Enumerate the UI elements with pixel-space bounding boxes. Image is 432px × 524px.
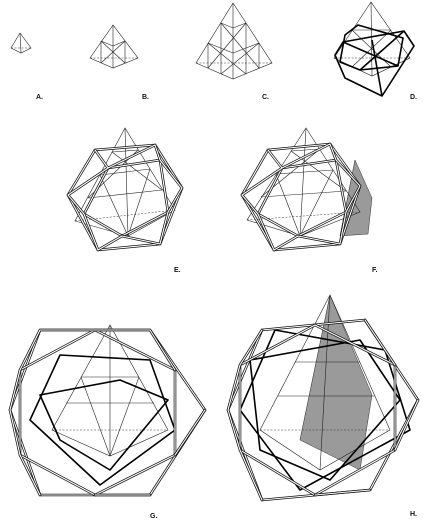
panel-c: C. xyxy=(195,2,273,101)
strut-frame-f xyxy=(240,142,362,252)
panel-a: A. xyxy=(10,32,43,101)
strut-frame-h xyxy=(226,318,420,502)
panel-label-b: B. xyxy=(142,94,149,101)
panel-d: D. xyxy=(333,1,417,101)
strut-frame-e xyxy=(66,143,184,252)
panel-label-g: G. xyxy=(150,513,157,520)
tetrahedron-large xyxy=(195,2,273,80)
strut-frame-g xyxy=(8,328,207,497)
panel-f: F. xyxy=(240,127,378,274)
panel-label-h: H. xyxy=(410,511,417,518)
panel-label-c: C. xyxy=(262,94,269,101)
icosahedron-star-h xyxy=(226,294,420,502)
icosahedron-tetrahedron-f xyxy=(240,127,373,252)
icosahedron-tetrahedron-e xyxy=(66,127,184,252)
icosahedron-star-g xyxy=(8,324,207,497)
panel-label-e: E. xyxy=(174,267,181,274)
tetrahedron-with-frames xyxy=(333,1,415,97)
panel-g: G. xyxy=(8,324,207,520)
tetrahedron-small xyxy=(10,32,32,54)
panel-label-d: D. xyxy=(410,94,417,101)
panel-b: B. xyxy=(89,24,149,101)
panel-e: E. xyxy=(66,127,184,274)
panel-label-a: A. xyxy=(36,94,43,101)
tetrahedron-medium xyxy=(89,24,139,69)
panel-label-f: F. xyxy=(372,267,378,274)
panel-h: H. xyxy=(226,294,420,518)
